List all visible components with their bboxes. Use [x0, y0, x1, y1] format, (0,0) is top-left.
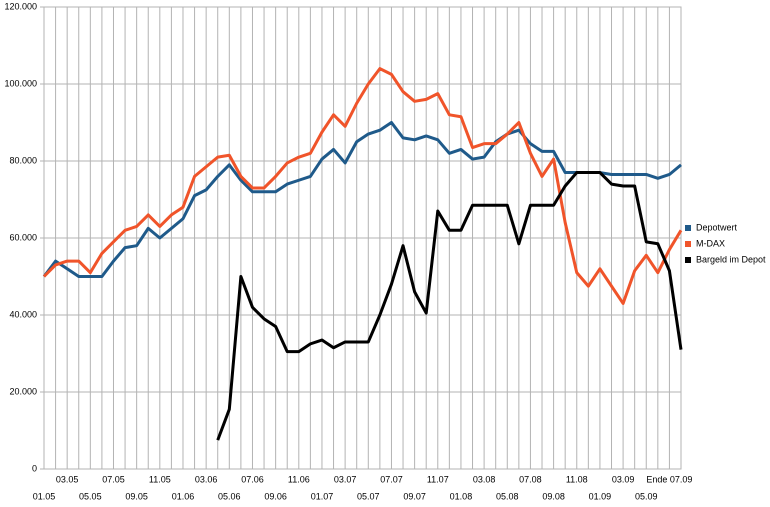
series-line [216, 171, 683, 441]
x-tick-label: 11.05 [149, 474, 171, 484]
x-tick-label: 03.08 [473, 474, 496, 484]
legend-label: M-DAX [696, 238, 725, 248]
x-tick-label: 09.05 [125, 491, 148, 501]
x-tick-label: 07.05 [102, 474, 125, 484]
legend-label: Depotwert [696, 222, 738, 232]
x-tick-label: 05.08 [496, 491, 519, 501]
x-tick-label: 05.05 [79, 491, 102, 501]
y-tick-label: 80.000 [9, 155, 37, 165]
legend-label: Bargeld im Depot [696, 254, 766, 264]
x-tick-label: 09.07 [403, 491, 426, 501]
x-tick-label: 05.06 [218, 491, 241, 501]
plot-frame [43, 6, 682, 470]
x-tick-label: 07.08 [519, 474, 542, 484]
legend-swatch [685, 257, 691, 263]
y-tick-label: 40.000 [9, 309, 37, 319]
x-tick-label: 03.05 [56, 474, 79, 484]
x-tick-label: 07.07 [380, 474, 403, 484]
y-tick-label: 60.000 [9, 232, 37, 242]
x-tick-label: 11.08 [566, 474, 588, 484]
legend-swatch [685, 241, 691, 247]
series-line [42, 121, 682, 278]
y-tick-label: 120.000 [4, 1, 37, 11]
x-tick-label: 05.07 [357, 491, 380, 501]
x-tick-label: 01.07 [311, 491, 334, 501]
y-tick-label: 100.000 [4, 78, 37, 88]
x-tick-label: Ende 07.09 [646, 474, 692, 484]
x-tick-label: 09.08 [542, 491, 565, 501]
legend-swatch [685, 225, 691, 231]
y-tick-label: 0 [32, 463, 37, 473]
x-tick-label: 05.09 [635, 491, 658, 501]
x-tick-label: 01.09 [589, 491, 612, 501]
x-tick-label: 01.08 [450, 491, 473, 501]
x-tick-label: 11.06 [288, 474, 310, 484]
x-tick-label: 03.06 [195, 474, 218, 484]
x-tick-label: 03.09 [612, 474, 635, 484]
x-tick-label: 03.07 [334, 474, 357, 484]
x-tick-label: 01.06 [172, 491, 195, 501]
y-tick-label: 20.000 [9, 386, 37, 396]
series-line [42, 67, 683, 305]
x-tick-label: 01.05 [33, 491, 56, 501]
x-tick-label: 07.06 [241, 474, 264, 484]
x-tick-label: 09.06 [264, 491, 287, 501]
x-tick-label: 11.07 [427, 474, 449, 484]
